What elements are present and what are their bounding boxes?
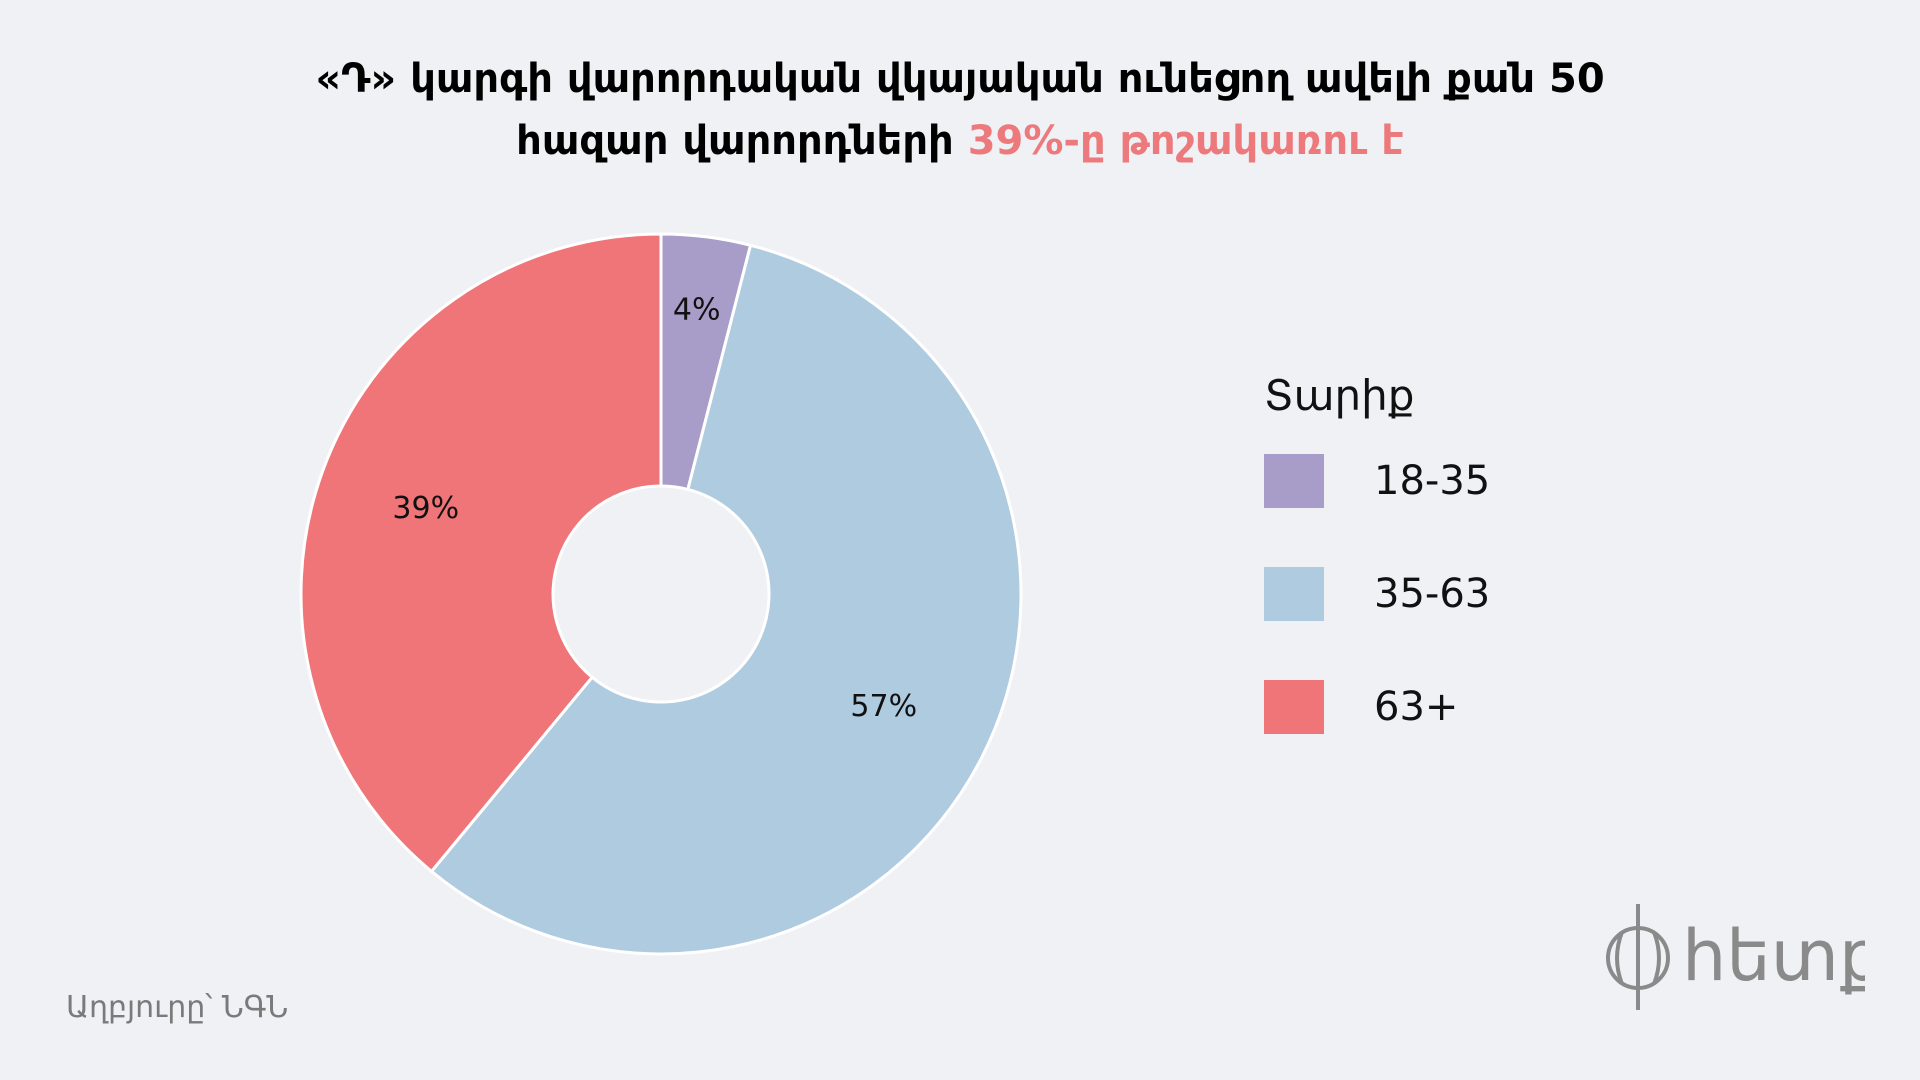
hetq-logo: hետք [1606, 904, 1865, 1010]
chart-title: «Դ» կարգի վարորդական վկայական ունեցող ավ… [0, 48, 1920, 172]
title-line-1: «Դ» կարգի վարորդական վկայական ունեցող ավ… [315, 56, 1605, 102]
legend-swatch [1264, 680, 1324, 734]
source-note: Աղբյուրը՝ ՆԳՆ [66, 990, 289, 1025]
title-highlight: 39%-ը թոշակառու է [967, 118, 1404, 164]
logo-text: hետք [1682, 915, 1865, 997]
legend-swatch [1264, 567, 1324, 621]
legend-label: 63+ [1374, 684, 1459, 730]
title-line-2: հազար վարորդների 39%-ը թոշակառու է [0, 110, 1920, 172]
legend-item-63-plus: 63+ [1264, 680, 1490, 734]
legend-item-18-35: 18-35 [1264, 454, 1490, 508]
slice-label-35-63: 57% [850, 689, 917, 724]
title-line-2-prefix: հազար վարորդների [516, 118, 968, 164]
globe-logo-icon [1606, 904, 1670, 1010]
slice-label-18-35: 4% [673, 293, 721, 328]
slice-63-plus [299, 232, 663, 874]
slice-label-63-plus: 39% [392, 491, 459, 526]
slice-35-63 [429, 243, 1023, 956]
legend-label: 18-35 [1374, 458, 1491, 504]
legend: Տարիք 18-35 35-63 63+ [1264, 368, 1490, 793]
legend-title: Տարիք [1264, 371, 1415, 420]
legend-swatch [1264, 454, 1324, 508]
legend-item-35-63: 35-63 [1264, 567, 1490, 621]
legend-label: 35-63 [1374, 571, 1491, 617]
